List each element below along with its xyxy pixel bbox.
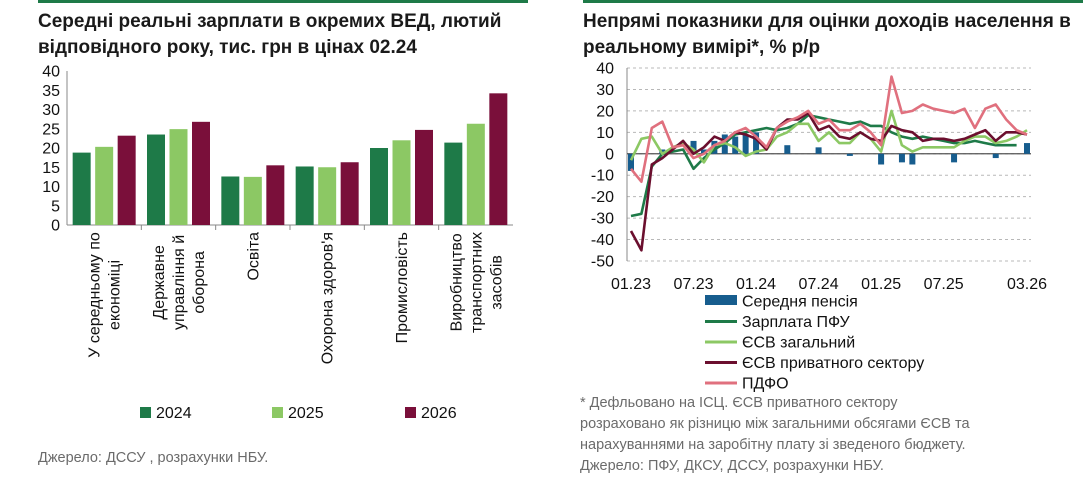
pension-bar xyxy=(878,153,885,165)
legend-label: Зарплата ПФУ xyxy=(742,314,850,331)
bar xyxy=(318,167,337,225)
footnote-line: нарахуваннями на заробітну плату зі звед… xyxy=(580,437,966,453)
bar xyxy=(192,121,210,225)
bar xyxy=(392,140,411,225)
pension-bar xyxy=(898,153,905,163)
category-label: Освіта xyxy=(245,232,262,281)
y-tick-label: -40 xyxy=(591,232,614,249)
category-label: Промисловість xyxy=(394,232,411,343)
pension-bar xyxy=(909,153,916,165)
x-tick-label: 07.24 xyxy=(799,276,839,293)
pension-bar xyxy=(732,136,739,154)
top-rule-right xyxy=(583,0,1083,3)
y-tick-label: 20 xyxy=(42,141,60,158)
y-tick-label: -50 xyxy=(591,254,614,271)
esv-private-line xyxy=(629,111,1028,252)
pension-bar xyxy=(846,153,853,156)
x-tick-label: 07.25 xyxy=(924,276,964,293)
line-chart: -50 -40 -30 -20 -10 0 10 20 30 40 01.23 07.23 01.24 0… xyxy=(591,61,1047,393)
y-tick-label: 10 xyxy=(596,125,614,142)
pension-bar xyxy=(742,134,749,154)
legend-swatch xyxy=(405,407,416,418)
bar xyxy=(295,166,314,225)
bar xyxy=(72,152,91,225)
bar xyxy=(169,129,188,225)
y-tick-label: 5 xyxy=(51,198,60,215)
bar xyxy=(466,123,485,225)
legend-swatch xyxy=(272,407,283,418)
y-tick-label: 30 xyxy=(596,82,614,99)
pension-bar xyxy=(1024,143,1030,154)
legend-swatch xyxy=(140,407,151,418)
pension-bar xyxy=(815,147,822,154)
pension-bar xyxy=(628,153,634,171)
y-tick-label: 40 xyxy=(42,64,60,81)
legend-label: 2026 xyxy=(421,405,457,422)
bar xyxy=(221,176,240,225)
bar xyxy=(95,146,114,225)
right-chart-title: Непрямі показники для оцінки доходів нас… xyxy=(583,11,1071,58)
pdfo-line xyxy=(629,75,1028,183)
left-source: Джерело: ДССУ , розрахунки НБУ. xyxy=(38,450,269,466)
bar xyxy=(266,165,285,225)
footnote-line: розраховано як різницю між загальними об… xyxy=(580,416,970,432)
bar xyxy=(340,162,359,225)
bar xyxy=(370,148,388,225)
y-tick-label: -10 xyxy=(591,168,614,185)
category-label: Охорона здоров'я xyxy=(320,232,337,364)
x-tick-label: 01.24 xyxy=(736,276,776,293)
bar xyxy=(415,129,433,225)
bar xyxy=(117,135,136,225)
legend-label: Середня пенсія xyxy=(742,294,858,311)
y-tick-label: 0 xyxy=(605,146,614,163)
category-label: У середньому по економіці xyxy=(87,232,124,358)
pension-bar xyxy=(992,153,999,159)
y-tick-label: 20 xyxy=(596,103,614,120)
pension-bar xyxy=(784,145,791,154)
x-tick-label: 03.26 xyxy=(1007,276,1047,293)
bar xyxy=(147,134,165,225)
legend-swatch xyxy=(705,295,737,305)
category-label: Державне управління й оборона xyxy=(151,235,208,330)
left-chart-title: Середні реальні зарплати в окремих ВЕД, … xyxy=(38,11,502,58)
bar xyxy=(243,176,262,225)
pfu-salary-line xyxy=(630,113,1017,218)
right-footnote: * Дефльовано на ІСЦ. ЄСВ приватного сект… xyxy=(580,393,1085,477)
legend-label: ЄСВ приватного сектору xyxy=(742,355,924,372)
y-tick-label: 35 xyxy=(42,83,60,100)
legend-label: ЄСВ загальний xyxy=(742,335,855,352)
legend-label: 2024 xyxy=(156,405,192,422)
pension-bar xyxy=(690,140,697,154)
top-rule-left xyxy=(38,0,528,3)
x-tick-label: 01.25 xyxy=(861,276,901,293)
legend-label: 2025 xyxy=(288,405,324,422)
y-tick-label: 30 xyxy=(42,102,60,119)
bar xyxy=(444,142,463,225)
x-tick-label: 01.23 xyxy=(611,276,651,293)
footnote-line: Джерело: ПФУ, ДКСУ, ДССУ, розрахунки НБУ… xyxy=(580,458,884,474)
footnote-line: * Дефльовано на ІСЦ. ЄСВ приватного сект… xyxy=(580,395,898,411)
y-tick-label: 10 xyxy=(42,179,60,196)
pension-bar xyxy=(700,149,707,154)
y-tick-label: 40 xyxy=(596,61,614,78)
x-tick-label: 07.23 xyxy=(674,276,714,293)
y-tick-label: -20 xyxy=(591,189,614,206)
pension-bar xyxy=(951,153,958,163)
y-tick-label: 15 xyxy=(42,160,60,177)
category-label: Виробництво транспортних засобів xyxy=(448,232,505,333)
y-tick-label: 0 xyxy=(51,218,60,235)
esv-total-line xyxy=(629,109,1028,164)
y-tick-label: -30 xyxy=(591,211,614,228)
bar xyxy=(489,93,508,225)
pension-bar xyxy=(753,132,760,154)
legend-label: ПДФО xyxy=(742,376,789,393)
y-tick-label: 25 xyxy=(42,121,60,138)
